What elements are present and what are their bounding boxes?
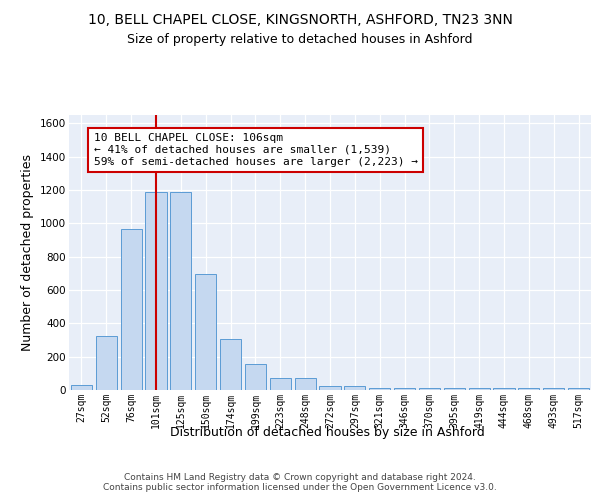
Bar [295,378,316,390]
Bar [543,388,564,390]
Text: Distribution of detached houses by size in Ashford: Distribution of detached houses by size … [170,426,484,439]
Bar [568,388,589,390]
Text: 10, BELL CHAPEL CLOSE, KINGSNORTH, ASHFORD, TN23 3NN: 10, BELL CHAPEL CLOSE, KINGSNORTH, ASHFO… [88,12,512,26]
Text: Size of property relative to detached houses in Ashford: Size of property relative to detached ho… [127,32,473,46]
Y-axis label: Number of detached properties: Number of detached properties [22,154,34,351]
Bar [270,378,291,390]
Bar [444,388,465,390]
Bar [71,385,92,390]
Bar [419,388,440,390]
Bar [394,388,415,390]
Bar [121,229,142,390]
Text: 10 BELL CHAPEL CLOSE: 106sqm
← 41% of detached houses are smaller (1,539)
59% of: 10 BELL CHAPEL CLOSE: 106sqm ← 41% of de… [94,134,418,166]
Bar [220,339,241,390]
Bar [344,386,365,390]
Text: Contains HM Land Registry data © Crown copyright and database right 2024.
Contai: Contains HM Land Registry data © Crown c… [103,472,497,492]
Bar [518,388,539,390]
Bar [469,388,490,390]
Bar [195,274,216,390]
Bar [369,388,390,390]
Bar [245,364,266,390]
Bar [493,388,515,390]
Bar [319,386,341,390]
Bar [170,192,191,390]
Bar [145,192,167,390]
Bar [96,336,117,390]
